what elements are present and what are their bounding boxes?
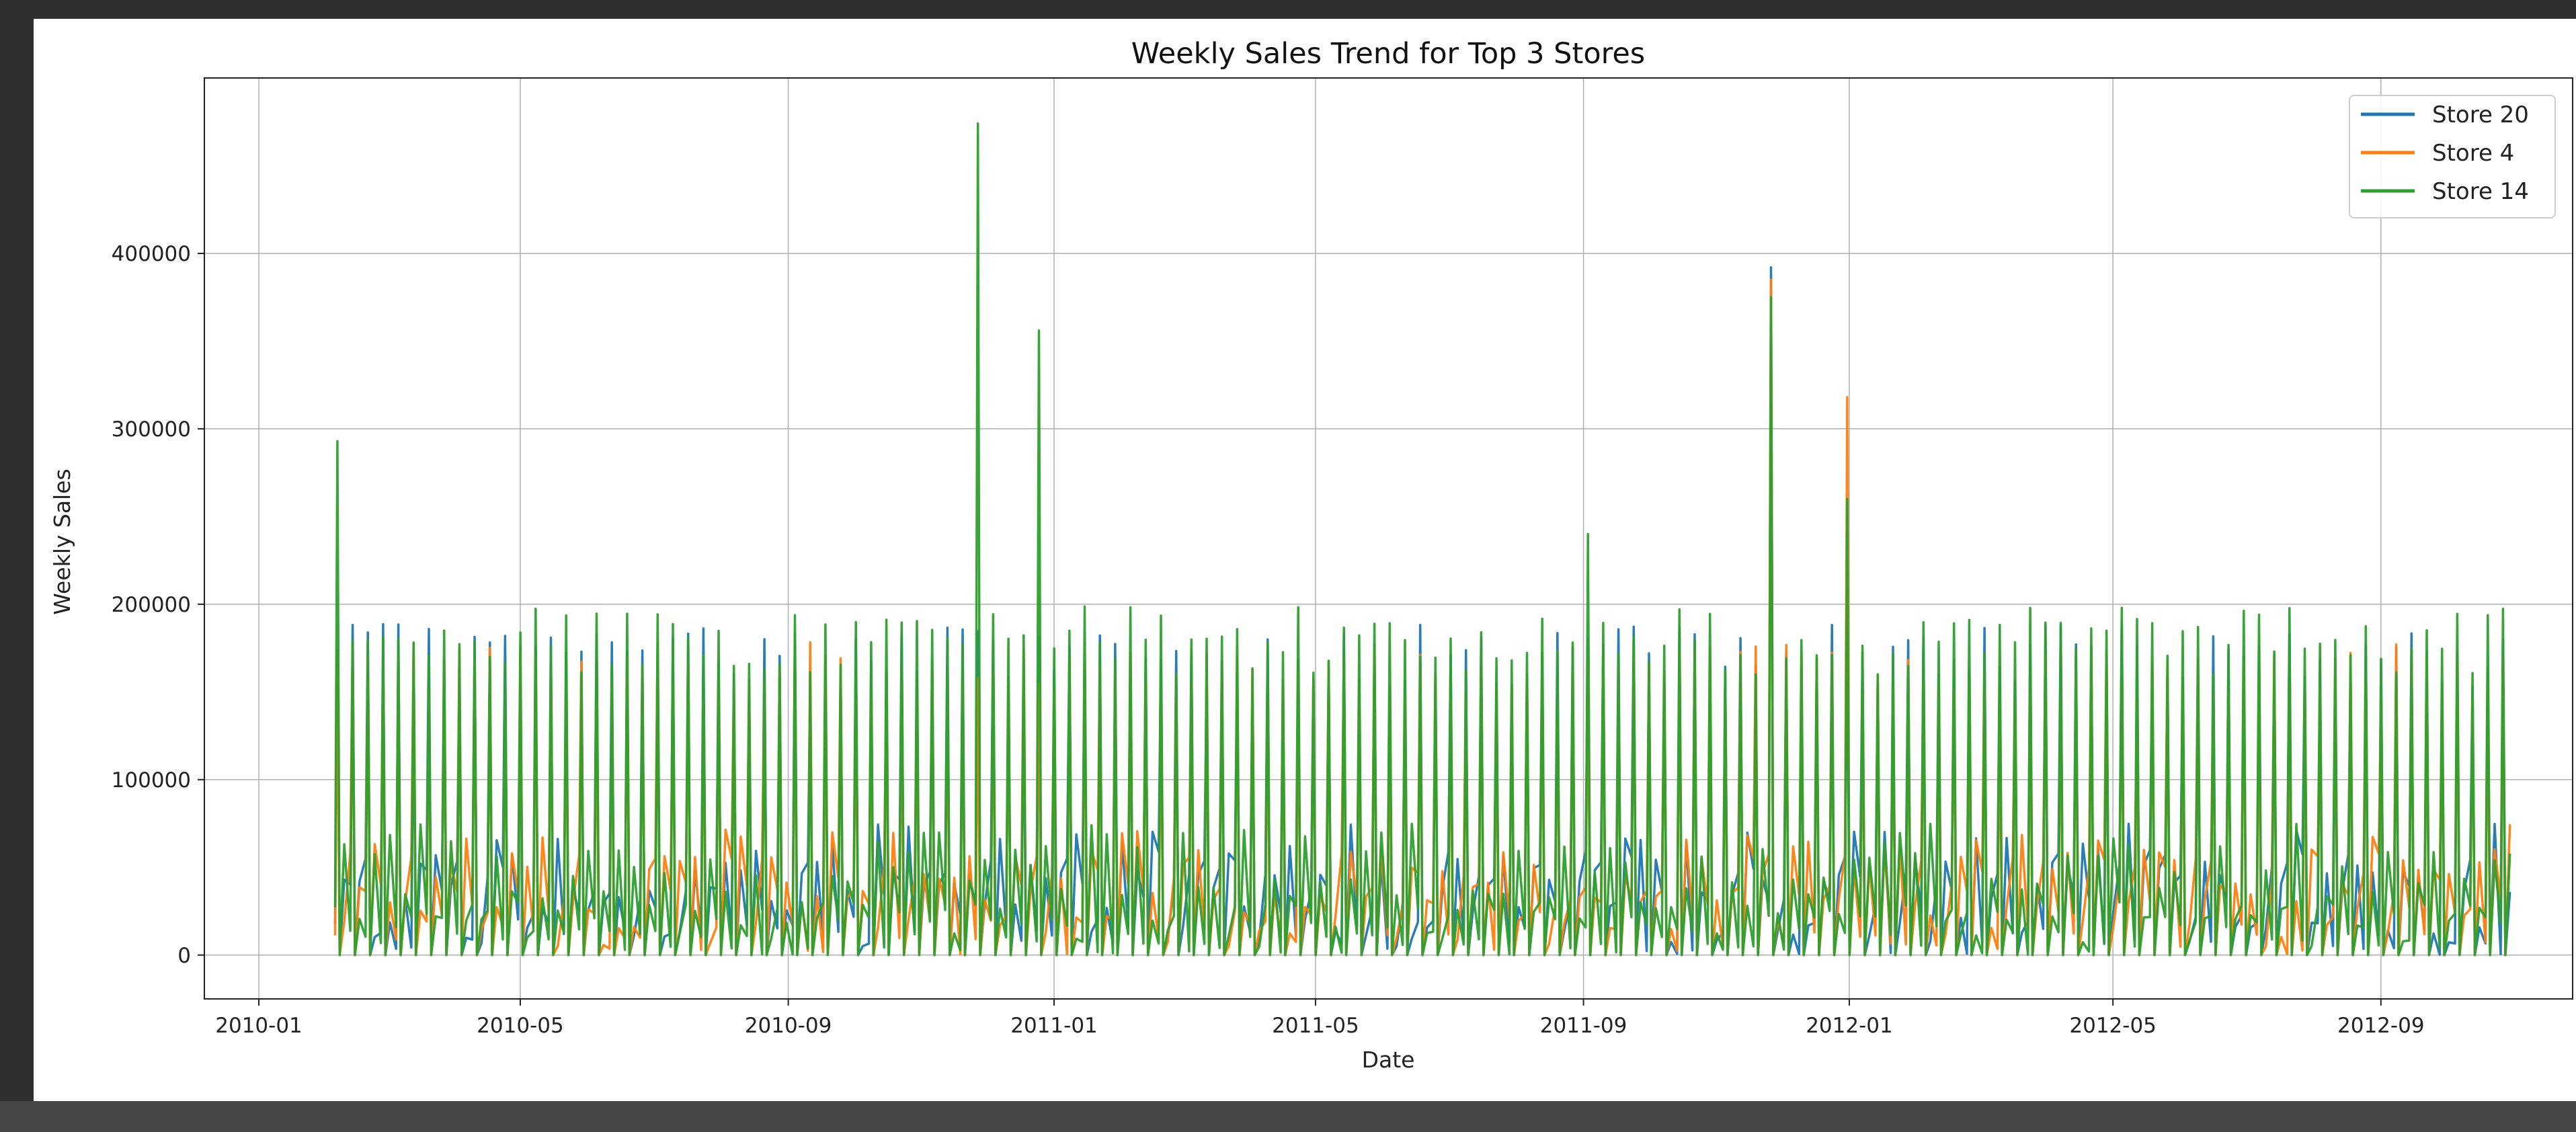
- legend-label-store-20: Store 20: [2432, 102, 2529, 128]
- y-axis: 0 100000 200000 300000 400000: [112, 242, 204, 968]
- y-axis-title: Weekly Sales: [49, 469, 75, 614]
- x-tick-label: 2012-05: [2069, 1014, 2157, 1038]
- x-tick-label: 2010-05: [477, 1014, 564, 1038]
- series-line-store-14: [333, 122, 2511, 957]
- window-top-bar: [0, 0, 2576, 19]
- x-tick-label: 2011-05: [1272, 1014, 1359, 1038]
- window-left-bar: [0, 19, 34, 1113]
- x-tick-label: 2011-09: [1540, 1014, 1627, 1038]
- legend: Store 20 Store 4 Store 14: [2349, 95, 2556, 218]
- legend-label-store-14: Store 14: [2432, 178, 2529, 205]
- window-bottom-bar: [0, 1101, 2576, 1132]
- x-axis: 2010-01 2010-05 2010-09 2011-01 2011-05 2011-…: [215, 999, 2425, 1038]
- x-tick-label: 2010-01: [215, 1014, 303, 1038]
- chart-title: Weekly Sales Trend for Top 3 Stores: [1131, 37, 1645, 71]
- y-tick-label: 300000: [112, 417, 191, 442]
- x-axis-title: Date: [1362, 1047, 1415, 1073]
- chart-figure: 2010-01 2010-05 2010-09 2011-01 2011-05 2011-…: [34, 19, 2576, 1101]
- y-tick-label: 400000: [112, 242, 191, 266]
- legend-label-store-4: Store 4: [2432, 140, 2514, 167]
- x-tick-label: 2012-01: [1806, 1014, 1893, 1038]
- chart-svg: 2010-01 2010-05 2010-09 2011-01 2011-05 2011-…: [49, 37, 2573, 1073]
- y-tick-label: 200000: [112, 593, 191, 617]
- y-tick-label: 0: [177, 944, 191, 968]
- y-tick-label: 100000: [112, 768, 191, 793]
- legend-box: [2349, 95, 2556, 218]
- plot-frame: [204, 77, 2573, 1000]
- x-tick-label: 2010-09: [745, 1014, 832, 1038]
- x-tick-label: 2012-09: [2337, 1014, 2425, 1038]
- x-tick-label: 2011-01: [1010, 1014, 1098, 1038]
- series-layer: [333, 122, 2511, 957]
